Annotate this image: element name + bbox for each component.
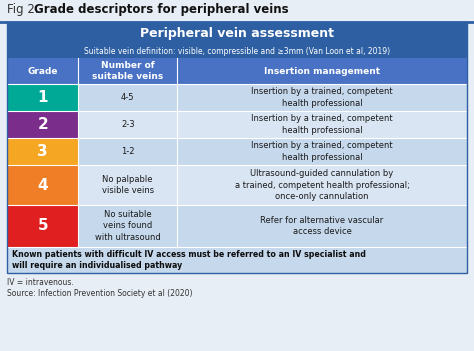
Bar	[7, 22, 467, 44]
Bar	[7, 165, 467, 205]
Text: Known patients with difficult IV access must be referred to an IV specialist and: Known patients with difficult IV access …	[12, 250, 366, 270]
Text: 1-2: 1-2	[121, 147, 135, 156]
Bar	[7, 165, 78, 205]
Bar	[7, 205, 467, 247]
Text: Ultrasound-guided cannulation by
a trained, competent health professional;
once-: Ultrasound-guided cannulation by a train…	[235, 170, 410, 201]
Text: 4: 4	[37, 178, 48, 192]
Text: Number of
suitable veins: Number of suitable veins	[92, 61, 164, 81]
Text: 4-5: 4-5	[121, 93, 135, 102]
Text: Insertion by a trained, competent
health professional: Insertion by a trained, competent health…	[251, 114, 393, 134]
Text: 3: 3	[37, 144, 48, 159]
Text: 2: 2	[37, 117, 48, 132]
Text: Source: Infection Prevention Society et al (2020): Source: Infection Prevention Society et …	[7, 289, 192, 298]
Text: Peripheral vein assessment: Peripheral vein assessment	[140, 26, 334, 40]
Text: Insertion by a trained, competent
health professional: Insertion by a trained, competent health…	[251, 87, 393, 107]
Text: Grade descriptors for peripheral veins: Grade descriptors for peripheral veins	[34, 4, 289, 16]
Text: Insertion by a trained, competent
health professional: Insertion by a trained, competent health…	[251, 141, 393, 161]
Text: IV = intravenous.: IV = intravenous.	[7, 278, 74, 287]
Bar	[7, 84, 78, 111]
Bar	[7, 111, 78, 138]
Text: 1: 1	[37, 90, 48, 105]
Text: No suitable
veins found
with ultrasound: No suitable veins found with ultrasound	[95, 210, 161, 241]
Text: Grade: Grade	[27, 66, 58, 75]
Bar	[7, 22, 467, 273]
Bar	[7, 111, 467, 138]
Text: Suitable vein definition: visible, compressible and ≥3mm (Van Loon et al, 2019): Suitable vein definition: visible, compr…	[84, 46, 390, 55]
Bar	[7, 138, 467, 165]
Bar	[7, 247, 467, 273]
Bar	[7, 84, 467, 111]
Text: Fig 2.: Fig 2.	[7, 4, 42, 16]
Bar	[0, 0, 474, 22]
Text: Insertion management: Insertion management	[264, 66, 380, 75]
Text: 5: 5	[37, 219, 48, 233]
Text: Refer for alternative vascular
access device: Refer for alternative vascular access de…	[261, 216, 384, 236]
Text: 2-3: 2-3	[121, 120, 135, 129]
Text: No palpable
visible veins: No palpable visible veins	[102, 175, 154, 195]
Bar	[7, 58, 467, 84]
Bar	[7, 138, 78, 165]
Bar	[7, 44, 467, 58]
Bar	[7, 205, 78, 247]
